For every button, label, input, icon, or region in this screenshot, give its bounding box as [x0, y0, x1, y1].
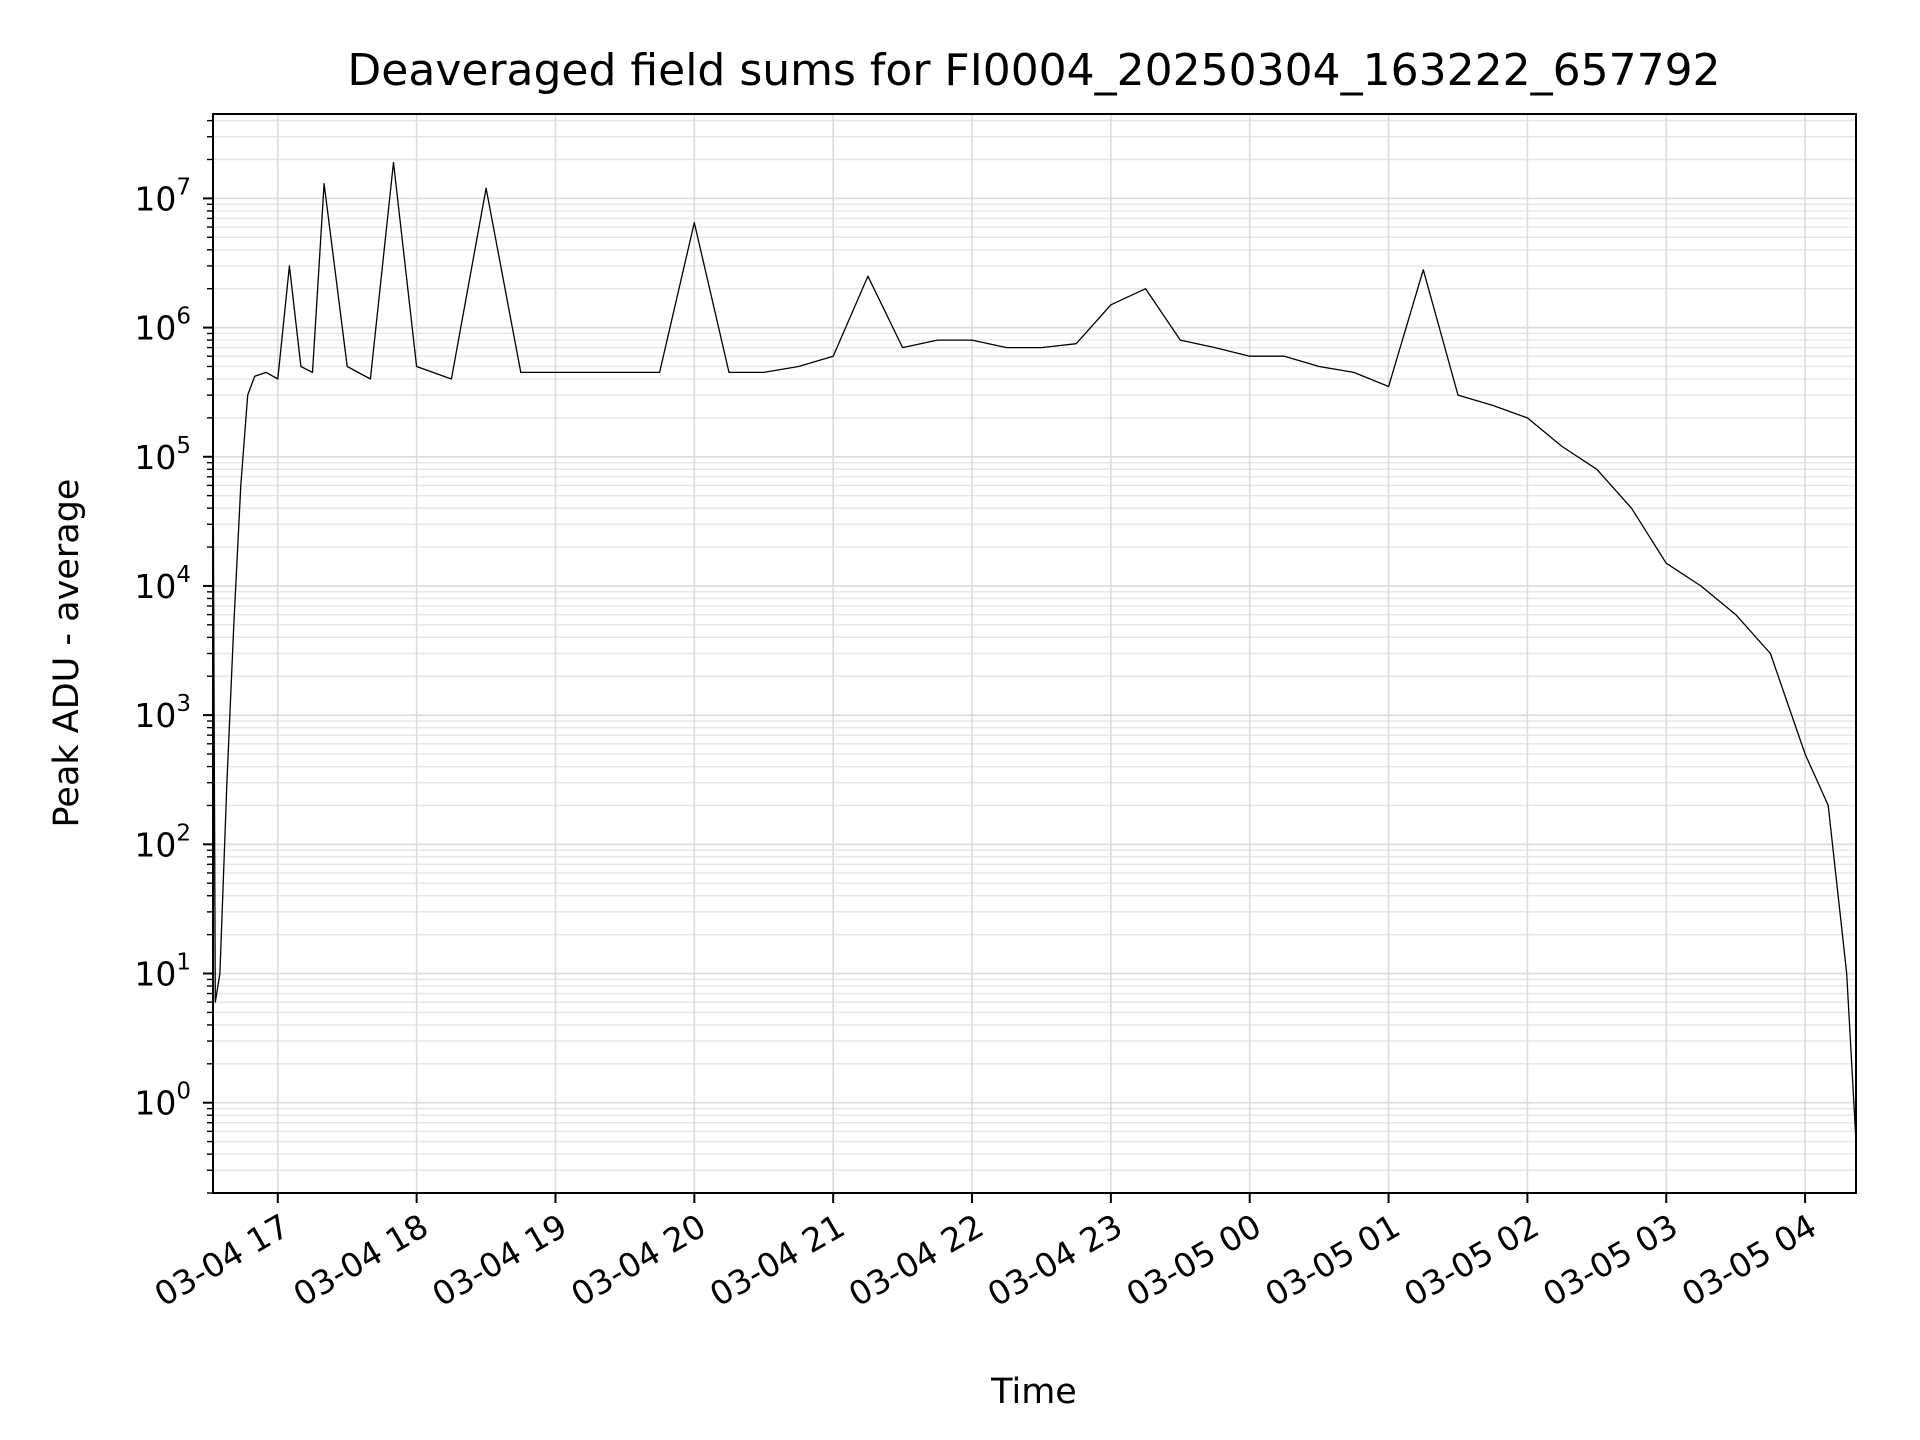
y-tick-base: 10: [134, 567, 176, 606]
x-axis-label: Time: [990, 1372, 1077, 1412]
y-tick-exponent: 5: [176, 433, 191, 459]
y-tick-label: 106: [134, 304, 191, 348]
y-tick-base: 10: [134, 309, 176, 348]
y-tick-base: 10: [134, 696, 176, 735]
y-tick-label: 103: [134, 691, 191, 735]
y-tick-label: 107: [134, 174, 191, 218]
series-line: [212, 161, 1857, 1142]
y-axis-label: Peak ADU - average: [47, 479, 87, 828]
axis-ticks: [203, 119, 1807, 1203]
y-tick-base: 10: [134, 179, 176, 218]
y-tick-exponent: 4: [176, 562, 191, 588]
y-tick-label: 102: [134, 820, 191, 864]
y-tick-exponent: 0: [176, 1079, 191, 1105]
y-tick-label: 104: [134, 562, 191, 606]
y-tick-base: 10: [134, 438, 176, 477]
y-tick-exponent: 6: [176, 304, 191, 330]
y-tick-exponent: 3: [176, 691, 191, 717]
y-tick-label: 100: [134, 1079, 191, 1123]
y-tick-label: 105: [134, 433, 191, 477]
y-tick-base: 10: [134, 1084, 176, 1123]
y-tick-label: 101: [134, 950, 191, 994]
y-tick-base: 10: [134, 955, 176, 994]
chart-title: Deaveraged field sums for FI0004_2025030…: [347, 45, 1720, 96]
y-tick-exponent: 7: [176, 174, 191, 200]
y-tick-base: 10: [134, 825, 176, 864]
plot-area: [212, 161, 1857, 1142]
y-tick-exponent: 1: [176, 950, 191, 976]
y-tick-exponent: 2: [176, 820, 191, 846]
